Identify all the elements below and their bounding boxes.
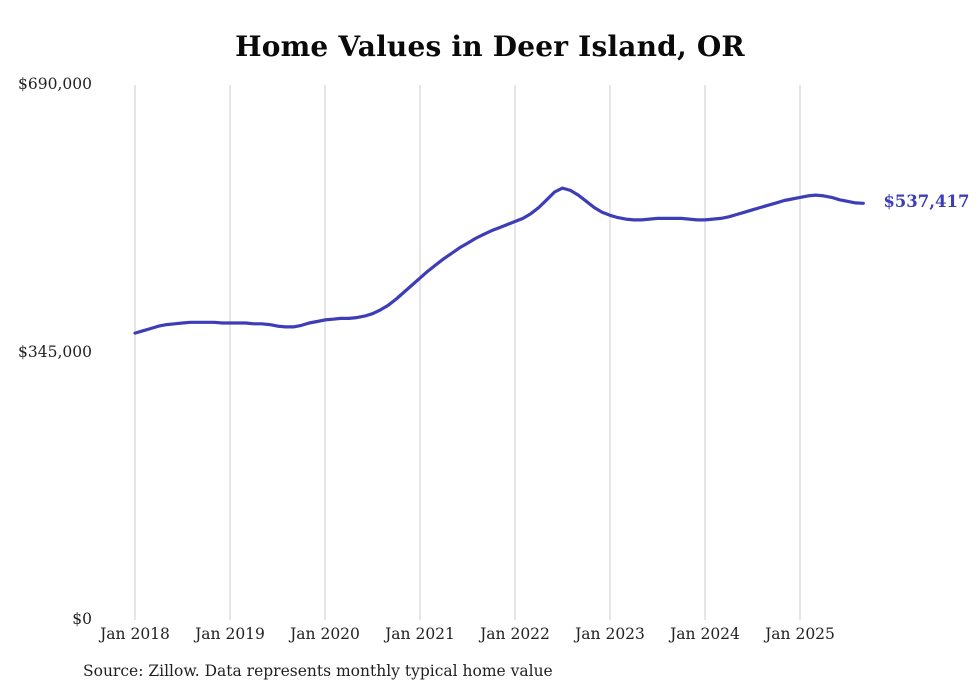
x-tick-label: Jan 2024 [670,625,740,643]
latest-value-label: $537,417 [883,192,970,212]
home-value-line [133,186,865,335]
y-tick-label: $0 [72,610,92,628]
x-tick-label: Jan 2023 [575,625,645,643]
x-tick-label: Jan 2018 [100,625,170,643]
y-tick-label: $690,000 [18,75,92,93]
x-tick-label: Jan 2022 [480,625,550,643]
chart-title: Home Values in Deer Island, OR [235,30,745,63]
y-tick-label: $345,000 [18,342,92,361]
x-tick-label: Jan 2019 [195,625,265,643]
source-note: Source: Zillow. Data represents monthly … [83,662,553,680]
x-tick-label: Jan 2025 [765,625,835,643]
x-tick-label: Jan 2020 [290,625,360,643]
x-tick-label: Jan 2021 [385,625,455,643]
